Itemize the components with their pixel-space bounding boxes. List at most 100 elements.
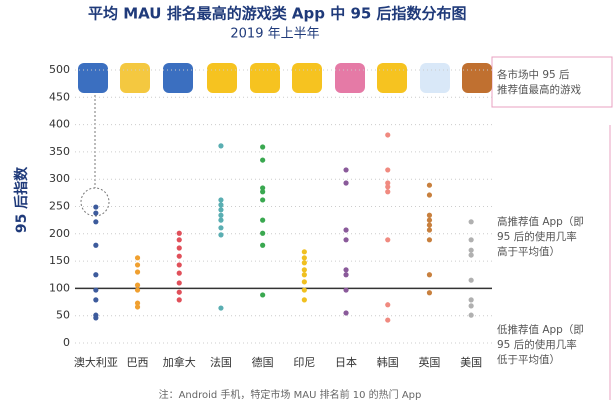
dot [134, 282, 141, 288]
annotation: 95 后的使用几率 [497, 230, 577, 243]
dot [218, 225, 224, 231]
dot [301, 249, 307, 255]
dot [426, 192, 433, 198]
dot [385, 237, 391, 243]
dot [218, 207, 224, 213]
dot [343, 167, 349, 173]
dot [301, 287, 307, 293]
dot [426, 237, 433, 243]
annotation: 推荐值最高的游戏 [497, 83, 581, 96]
dot [468, 312, 474, 318]
dot [218, 305, 224, 311]
annotation: 低推荐值 App（即 [497, 323, 584, 336]
dot [343, 180, 349, 186]
dot [426, 217, 433, 223]
dot [176, 297, 182, 303]
y-tick-label: 250 [49, 200, 70, 213]
dot [176, 237, 182, 243]
chart-title: 平均 MAU 排名最高的游戏类 App 中 95 后指数分布图 [88, 5, 467, 23]
dot [260, 197, 266, 203]
dot [260, 230, 266, 236]
dot [218, 202, 224, 208]
dot [93, 272, 99, 278]
dot [93, 204, 99, 210]
dot [93, 287, 99, 293]
dot [176, 289, 182, 295]
x-tick-label: 日本 [335, 355, 357, 369]
dot [343, 272, 349, 278]
dot [93, 242, 99, 248]
dot [343, 267, 349, 273]
dot [385, 184, 391, 190]
dot [260, 185, 266, 191]
dot [218, 232, 224, 238]
dot [134, 304, 141, 310]
dot [385, 302, 391, 308]
dot [260, 217, 266, 223]
dot [301, 272, 307, 278]
y-tick-label: 100 [49, 281, 70, 294]
dot [385, 167, 391, 173]
y-tick-label: 400 [49, 118, 70, 131]
dot [468, 219, 474, 225]
dot [468, 252, 474, 258]
dot [343, 237, 349, 243]
dot [260, 144, 266, 150]
y-tick-label: 450 [49, 90, 70, 103]
annotation: 各市场中 95 后 [497, 68, 570, 81]
annotation: 高推荐值 App（即 [497, 215, 584, 228]
dot [426, 182, 433, 188]
dot [260, 242, 266, 248]
dot [468, 277, 474, 283]
dot [301, 297, 307, 303]
dot [468, 237, 474, 243]
y-tick-label: 500 [49, 63, 70, 76]
dot [218, 217, 224, 223]
x-tick-label: 法国 [210, 355, 232, 369]
x-tick-label: 澳大利亚 [74, 355, 118, 369]
annotation: 高于平均值） [497, 245, 560, 258]
y-tick-label: 50 [56, 309, 70, 322]
dot [343, 310, 349, 316]
dot [301, 260, 307, 266]
dot [176, 253, 182, 259]
dot [176, 262, 182, 268]
y-tick-label: 0 [63, 336, 70, 349]
dot [343, 227, 349, 233]
dot [93, 315, 99, 321]
dot [176, 280, 182, 286]
dot [93, 219, 99, 225]
dot [426, 272, 433, 278]
legend-box [491, 56, 613, 108]
game-icons [78, 63, 492, 93]
dot [260, 189, 266, 195]
dot [176, 245, 182, 251]
x-tick-label: 韩国 [377, 355, 399, 369]
dot [176, 230, 182, 236]
dot [468, 247, 474, 253]
dot [468, 297, 474, 303]
dot [426, 222, 433, 228]
x-tick-label: 德国 [252, 355, 274, 369]
x-tick-label: 英国 [418, 355, 440, 369]
y-axis-label: 95 后指数 [13, 166, 30, 233]
dot [260, 292, 266, 298]
dot [301, 267, 307, 273]
dot [343, 287, 349, 293]
dot [385, 189, 391, 195]
y-tick-label: 350 [49, 145, 70, 158]
x-tick-label: 美国 [460, 356, 482, 369]
y-tick-label: 300 [49, 172, 70, 185]
y-tick-label: 150 [49, 254, 70, 267]
dot [218, 143, 224, 149]
dot [385, 317, 391, 323]
dot [426, 227, 433, 233]
y-tick-label: 200 [49, 227, 70, 240]
annotation: 95 后的使用几率 [497, 338, 577, 351]
dot [426, 290, 433, 296]
x-tick-label: 印尼 [293, 356, 315, 369]
dot [385, 132, 391, 138]
dot [426, 212, 433, 218]
dot [93, 210, 99, 216]
footnote: 注：Android 手机，特定市场 MAU 排名前 10 的热门 App [159, 388, 422, 401]
